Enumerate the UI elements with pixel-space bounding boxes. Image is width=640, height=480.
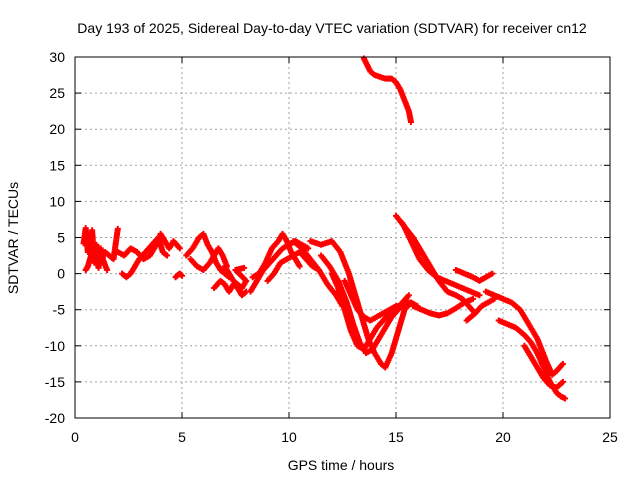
series-track (399, 220, 483, 299)
data-point (296, 263, 303, 270)
y-tick-label: 30 (49, 49, 65, 65)
series-track (521, 342, 566, 391)
data-point (179, 272, 185, 279)
series-track (172, 270, 185, 281)
y-tick-label: -10 (45, 338, 65, 354)
data-point (164, 252, 171, 259)
x-axis-label: GPS time / hours (288, 457, 395, 473)
y-tick-label: 5 (57, 230, 65, 246)
y-tick-label: -5 (53, 302, 66, 318)
data-point (104, 266, 111, 273)
series-track (495, 317, 569, 402)
series-track (183, 230, 233, 281)
series-track (264, 248, 322, 284)
series-track (328, 270, 412, 353)
x-tick-label: 15 (388, 429, 404, 445)
x-tick-label: 20 (495, 429, 511, 445)
data-point (405, 292, 412, 299)
tick-layer: 0 5 10 15 20 25 -20 -15 -10 -5 0 5 10 15 20 25 30 (45, 49, 618, 445)
series-track (482, 288, 566, 378)
y-tick-label: -20 (45, 410, 65, 426)
data-point (470, 295, 477, 302)
x-tick-label: 0 (71, 429, 79, 445)
data-point (476, 292, 483, 299)
y-tick-label: 15 (49, 157, 65, 173)
y-tick-label: 25 (49, 85, 65, 101)
series-track (360, 55, 414, 125)
y-tick-label: 0 (57, 266, 65, 282)
series-track (341, 277, 412, 324)
data-point (114, 225, 121, 232)
series-track (119, 234, 171, 281)
series-track (82, 225, 121, 273)
data-point (562, 395, 569, 402)
data-point (241, 264, 248, 271)
data-point (405, 299, 412, 306)
data-point (489, 270, 496, 277)
x-tick-label: 10 (281, 429, 297, 445)
series-track (307, 238, 421, 371)
series-track (463, 295, 498, 324)
data-point (305, 245, 312, 252)
data-layer (80, 55, 569, 402)
series-track (410, 295, 477, 319)
data-point (176, 245, 183, 252)
series-track (221, 263, 250, 292)
y-tick-label: 10 (49, 193, 65, 209)
data-point (559, 378, 566, 385)
data-point (407, 118, 414, 125)
y-axis-label: SDTVAR / TECUs (5, 182, 21, 294)
chart-title: Day 193 of 2025, Sidereal Day-to-day VTE… (77, 20, 587, 36)
data-point (559, 360, 566, 367)
y-tick-label: 20 (49, 121, 65, 137)
y-tick-label: -15 (45, 374, 65, 390)
series-track (452, 266, 496, 284)
x-tick-label: 25 (602, 429, 618, 445)
series-track (187, 245, 230, 273)
x-tick-label: 5 (178, 429, 186, 445)
